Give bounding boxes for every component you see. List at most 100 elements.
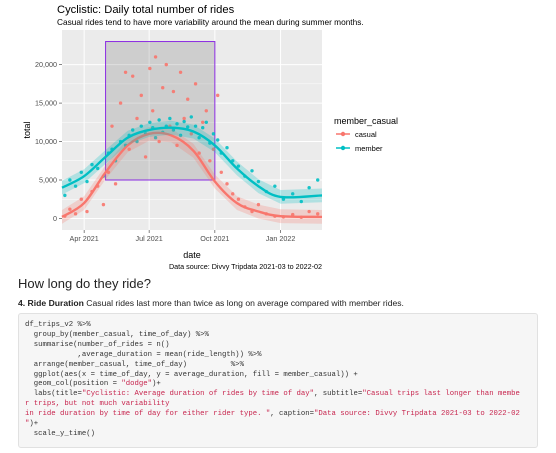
member-point bbox=[148, 120, 152, 125]
code-line: , caption= bbox=[270, 410, 315, 419]
legend-key-casual bbox=[336, 131, 350, 137]
daily-rides-chart: Cyclistic: Daily total number of rides C… bbox=[22, 4, 398, 271]
member-point bbox=[197, 135, 201, 140]
casual-point bbox=[307, 209, 311, 214]
member-point bbox=[85, 179, 89, 184]
code-line: ggplot(aes(x = time_of_day, y = average_… bbox=[25, 370, 358, 379]
legend-key-member bbox=[336, 145, 350, 151]
member-point bbox=[135, 139, 139, 144]
casual-point bbox=[127, 147, 131, 151]
code-line: group_by(member_casual, time_of_day) %>% bbox=[25, 330, 209, 339]
casual-point bbox=[110, 124, 114, 128]
chart-caption: Data source: Divvy Tripdata 2021-03 to 2… bbox=[169, 262, 322, 271]
member-point bbox=[139, 124, 143, 128]
casual-point bbox=[123, 70, 128, 75]
chart-title: Cyclistic: Daily total number of rides bbox=[57, 4, 235, 16]
casual-point bbox=[153, 55, 158, 59]
code-line: , subtitle= bbox=[314, 390, 363, 399]
casual-point bbox=[73, 212, 78, 216]
code-string: "dodge" bbox=[121, 380, 152, 389]
casual-smooth-ribbon bbox=[62, 126, 322, 224]
legend-label-member: member bbox=[355, 144, 383, 153]
casual-point bbox=[201, 120, 205, 125]
member-smooth-line bbox=[61, 126, 323, 199]
member-point bbox=[96, 166, 100, 171]
member-point bbox=[182, 119, 186, 124]
x-tick-label: Jan 2022 bbox=[266, 234, 296, 243]
casual-point bbox=[182, 116, 186, 121]
x-tick-label: Apr 2021 bbox=[70, 234, 99, 243]
member-point bbox=[225, 145, 229, 150]
member-point bbox=[201, 125, 205, 130]
casual-point bbox=[316, 212, 320, 216]
casual-point bbox=[175, 143, 179, 148]
y-tick-label: 15,000 bbox=[35, 99, 57, 108]
paragraph-bold-label: 4. Ride Duration bbox=[18, 298, 84, 308]
member-point bbox=[63, 193, 67, 198]
code-line: labs(title= bbox=[25, 390, 82, 399]
code-string: "Cyclistic: Average duration of rides by… bbox=[81, 390, 315, 399]
casual-point bbox=[208, 159, 212, 163]
code-string: in ride duration by time of day for eith… bbox=[25, 410, 271, 419]
member-point bbox=[307, 185, 311, 190]
casual-smooth-line bbox=[61, 131, 323, 219]
member-point bbox=[193, 124, 198, 128]
legend-label-casual: casual bbox=[355, 130, 377, 139]
code-line: scale_y_time() bbox=[25, 429, 96, 438]
casual-point bbox=[148, 66, 152, 71]
casual-point bbox=[101, 202, 106, 207]
member-point bbox=[250, 169, 254, 173]
legend: member_casual casual member bbox=[334, 116, 398, 153]
member-point bbox=[211, 132, 216, 136]
casual-point bbox=[186, 97, 190, 101]
y-tick-label: 20,000 bbox=[35, 60, 57, 69]
casual-point bbox=[164, 62, 168, 67]
member-point bbox=[157, 118, 161, 122]
casual-point bbox=[236, 197, 241, 201]
member-point bbox=[178, 133, 183, 138]
code-string: " bbox=[25, 420, 30, 429]
member-point bbox=[291, 192, 295, 196]
casual-point bbox=[79, 197, 83, 201]
code-block[interactable]: df_trips_v2 %>% group_by(member_casual, … bbox=[18, 313, 538, 448]
casual-point bbox=[216, 93, 220, 98]
code-line: )+ bbox=[29, 420, 39, 429]
member-smooth-ribbon bbox=[62, 120, 322, 204]
member-point bbox=[90, 162, 94, 167]
y-tick-label: 10,000 bbox=[35, 137, 57, 146]
code-line: ,average_duration = mean(ride_length)) %… bbox=[25, 350, 262, 359]
section-heading: How long do they ride? bbox=[18, 276, 151, 291]
chart-subtitle: Casual rides tend to have more variabili… bbox=[57, 17, 364, 27]
casual-point bbox=[178, 70, 183, 75]
member-point bbox=[299, 199, 303, 204]
casual-point bbox=[143, 155, 148, 159]
member-point bbox=[316, 178, 320, 182]
casual-point bbox=[291, 212, 295, 217]
casual-point bbox=[197, 151, 201, 155]
casual-point bbox=[157, 139, 161, 144]
casual-point bbox=[193, 82, 198, 86]
code-line: arrange(member_casual, time_of_day) %>% bbox=[25, 360, 244, 369]
casual-point bbox=[189, 132, 193, 136]
casual-point bbox=[204, 109, 208, 113]
x-axis-label: date bbox=[183, 250, 201, 260]
code-string: r trips, but not much variability bbox=[25, 400, 170, 409]
member-point bbox=[168, 116, 172, 121]
code-string: "Data source: Divvy Tripdata 2021-03 to … bbox=[314, 410, 520, 419]
y-tick-label: 5,000 bbox=[39, 176, 57, 185]
y-tick-label: 0 bbox=[53, 214, 57, 223]
member-point bbox=[236, 164, 241, 168]
member-point bbox=[153, 135, 158, 140]
casual-point bbox=[135, 116, 139, 121]
member-point bbox=[68, 178, 72, 182]
casual-point bbox=[256, 202, 261, 207]
y-axis-label: total bbox=[22, 121, 32, 138]
member-point bbox=[186, 125, 190, 129]
casual-point bbox=[225, 182, 229, 186]
member-point bbox=[73, 184, 78, 188]
casual-point bbox=[68, 207, 72, 211]
code-line: )+ bbox=[152, 380, 161, 389]
member-point bbox=[256, 179, 261, 184]
member-point bbox=[171, 128, 176, 132]
